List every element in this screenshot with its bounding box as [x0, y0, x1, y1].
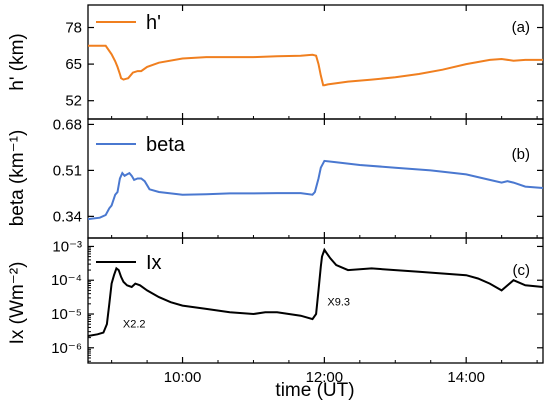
- ytick-label: 10⁻³: [52, 238, 82, 255]
- ytick-label: 78: [65, 20, 82, 37]
- panel-b-ylabel: beta (km⁻¹): [7, 130, 28, 227]
- panel-c-frame: [87, 237, 544, 364]
- panel-a-ylabel: h' (km): [7, 33, 28, 90]
- panel-c-annotations: X2.2 X9.3: [123, 297, 350, 331]
- ytick-label: 0.51: [53, 162, 82, 179]
- beta-series-line: [87, 159, 544, 221]
- ytick-label: 65: [65, 56, 82, 73]
- panel-c-yticks: 10⁻⁶ 10⁻⁵ 10⁻⁴ 10⁻³: [51, 238, 543, 362]
- xtick-label: 12:00: [306, 369, 344, 386]
- xtick-label: 10:00: [164, 369, 202, 386]
- panel-b-ylabel-text: beta (km⁻¹): [7, 130, 28, 227]
- peak-annotation: X9.3: [327, 297, 350, 309]
- panel-c-tag: (c): [513, 262, 531, 279]
- beta-legend-label: beta: [146, 134, 186, 156]
- ytick-label: 0.68: [53, 116, 82, 133]
- h-series-line: [88, 44, 543, 87]
- panel-a: 52 65 78 h' (a) h' (km): [7, 4, 544, 120]
- ytick-label: 10⁻⁵: [51, 306, 82, 323]
- ytick-label: 0.34: [53, 208, 82, 225]
- beta-legend: beta: [96, 134, 186, 156]
- panel-c-ylabel: Ix (Wm⁻²): [7, 262, 28, 345]
- panel-c: 10⁻⁶ 10⁻⁵ 10⁻⁴ 10⁻³ Ix (c) X2.2 X9.3 Ix (Wm⁻…: [7, 237, 544, 364]
- panel-a-yticks: 52 65 78: [65, 20, 543, 110]
- ix-legend: Ix: [96, 252, 162, 274]
- panel-b-yticks: 0.34 0.51 0.68: [53, 116, 543, 225]
- panel-a-tag: (a): [512, 19, 530, 36]
- ytick-label: 52: [65, 93, 82, 110]
- ytick-label: 10⁻⁶: [51, 340, 82, 357]
- x-axis-tick-labels: 10:00 12:00 14:00: [164, 369, 485, 386]
- h-legend: h': [96, 12, 161, 34]
- panel-c-xticks: [111, 238, 538, 363]
- xtick-label: 14:00: [447, 369, 485, 386]
- x-axis-label: time (UT): [275, 380, 354, 401]
- ix-series-line: [87, 247, 544, 337]
- panel-b-tag: (b): [512, 146, 530, 163]
- h-legend-label: h': [146, 12, 161, 34]
- peak-annotation: X2.2: [123, 319, 146, 331]
- ytick-label: 10⁻⁴: [51, 272, 82, 289]
- panel-b: 0.34 0.51 0.68 beta (b) beta (km⁻¹): [7, 116, 544, 239]
- ix-legend-label: Ix: [146, 252, 162, 274]
